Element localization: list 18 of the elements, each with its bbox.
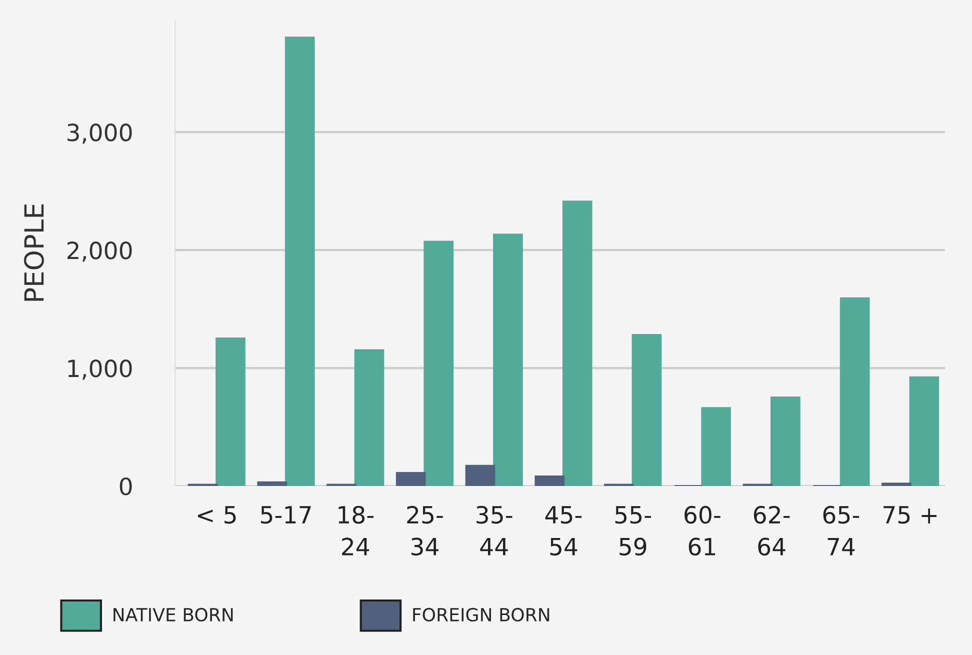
legend-label: NATIVE BORN	[114, 608, 233, 622]
y-tick-label: 3,000	[68, 124, 132, 144]
y-tick-label: 1,000	[68, 359, 132, 380]
x-tick-label: 25- 34	[407, 506, 443, 556]
x-tick-label: 65- 74	[823, 506, 860, 556]
x-tick-label: 55- 59	[615, 506, 651, 556]
legend-label: FOREIGN BORN	[413, 608, 550, 622]
x-tick-label: 60- 61	[684, 506, 720, 556]
x-tick-label: 35- 44	[476, 506, 512, 556]
x-tick-label: 45- 54	[545, 506, 582, 556]
x-tick-label: 62- 64	[754, 506, 790, 556]
x-tick-label: 5-17	[261, 506, 311, 524]
y-axis-title: PEOPLE	[24, 204, 44, 301]
x-tick-label: 18- 24	[338, 506, 374, 556]
y-tick-label: 0	[120, 477, 132, 496]
x-tick-label: < 5	[198, 506, 236, 524]
x-tick-label: 75 +	[884, 506, 936, 524]
y-tick-label: 2,000	[67, 241, 132, 262]
